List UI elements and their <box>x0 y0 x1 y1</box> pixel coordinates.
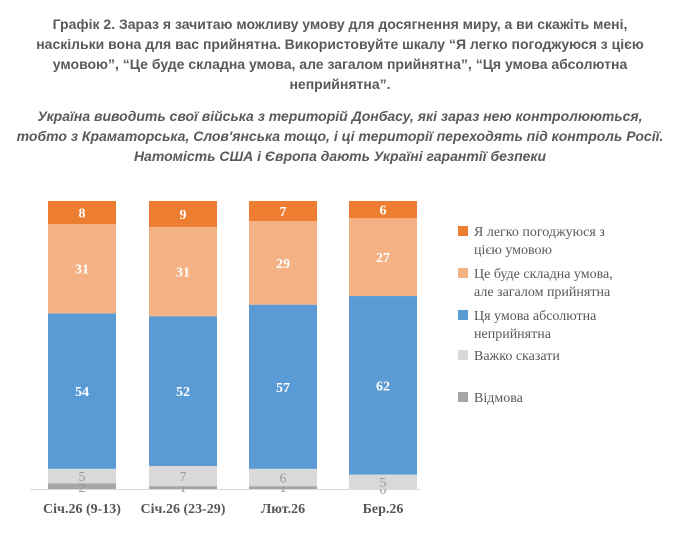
bar-segment-3-s4 <box>249 468 317 487</box>
data-label-1-s3: 54 <box>75 385 89 400</box>
legend-swatch-5 <box>458 392 468 402</box>
bar-segment-2-s3 <box>149 316 217 466</box>
bar-segment-4-s3 <box>349 296 417 475</box>
bar-segment-3-s2 <box>249 221 317 305</box>
bar-segment-2-s4 <box>149 465 217 487</box>
bar-segment-2-s1 <box>149 201 217 227</box>
category-label-3: Лют.26 <box>261 502 305 517</box>
bar-segment-4-s4 <box>349 474 417 489</box>
data-label-4-s3: 62 <box>376 379 390 394</box>
bar-segment-1-s4 <box>48 468 116 484</box>
data-label-3-s1: 7 <box>280 205 287 220</box>
legend-label-3: Ця умова абсолютна неприйнятна <box>474 309 597 342</box>
bar-segment-1-s1 <box>48 201 116 225</box>
data-label-2-s4: 7 <box>180 470 187 485</box>
bar-segment-4-s2 <box>349 218 417 297</box>
legend-label-5: Відмова <box>474 391 524 406</box>
data-label-2-s2: 31 <box>176 266 190 281</box>
data-label-1-s5: 2 <box>79 481 86 496</box>
bar-segment-3-s3 <box>249 304 317 469</box>
data-label-1-s1: 8 <box>79 207 86 222</box>
data-label-3-s4: 6 <box>280 471 287 486</box>
legend-label-2: Це буде складна умова, але загалом прийня… <box>474 267 613 300</box>
data-label-2-s1: 9 <box>180 208 187 223</box>
bar-segment-4-s1 <box>349 201 417 219</box>
category-labels: Січ.26 (9-13) Січ.26 (23-29) Лют.26 Бер.26 <box>43 502 403 517</box>
data-label-3-s2: 29 <box>276 257 290 272</box>
legend-swatch-3 <box>458 310 468 320</box>
legend-label-4: Важко сказати <box>474 349 560 364</box>
bar-segment-3-s5 <box>249 486 317 489</box>
legend-label-1: Я легко погоджуюся з цією умовою <box>474 225 605 258</box>
legend-swatch-2 <box>458 268 468 278</box>
bar-segment-2-s5 <box>149 486 217 489</box>
category-label-2: Січ.26 (23-29) <box>141 502 226 517</box>
bar-segment-2-s2 <box>149 226 217 317</box>
data-label-4-s4: 5 <box>380 476 387 491</box>
data-label-1-s4: 5 <box>79 470 86 485</box>
data-label-3-s5: 1 <box>280 481 287 496</box>
category-label-1: Січ.26 (9-13) <box>43 502 121 517</box>
data-label-4-s1: 6 <box>380 204 387 219</box>
legend: Я легко погоджуюся з цією умовою Це буде с… <box>458 225 613 406</box>
data-label-3-s3: 57 <box>276 381 290 396</box>
category-label-4: Бер.26 <box>363 502 404 517</box>
bar-segment-1-s5 <box>48 483 116 489</box>
data-label-1-s2: 31 <box>75 263 89 278</box>
data-label-4-s5: 0 <box>380 483 387 498</box>
bar-segment-1-s2 <box>48 224 116 314</box>
bar-segment-3-s1 <box>249 201 317 222</box>
data-label-2-s5: 1 <box>180 481 187 496</box>
chart-title: Графік 2. Зараз я зачитаю можливу умову … <box>36 16 644 92</box>
data-label-2-s3: 52 <box>176 385 190 400</box>
bar-segment-1-s3 <box>48 313 116 469</box>
data-label-4-s2: 27 <box>376 251 390 266</box>
legend-swatch-4 <box>458 350 468 360</box>
legend-swatch-1 <box>458 226 468 236</box>
chart-subtitle: Україна виводить свої війська з територі… <box>16 108 664 164</box>
